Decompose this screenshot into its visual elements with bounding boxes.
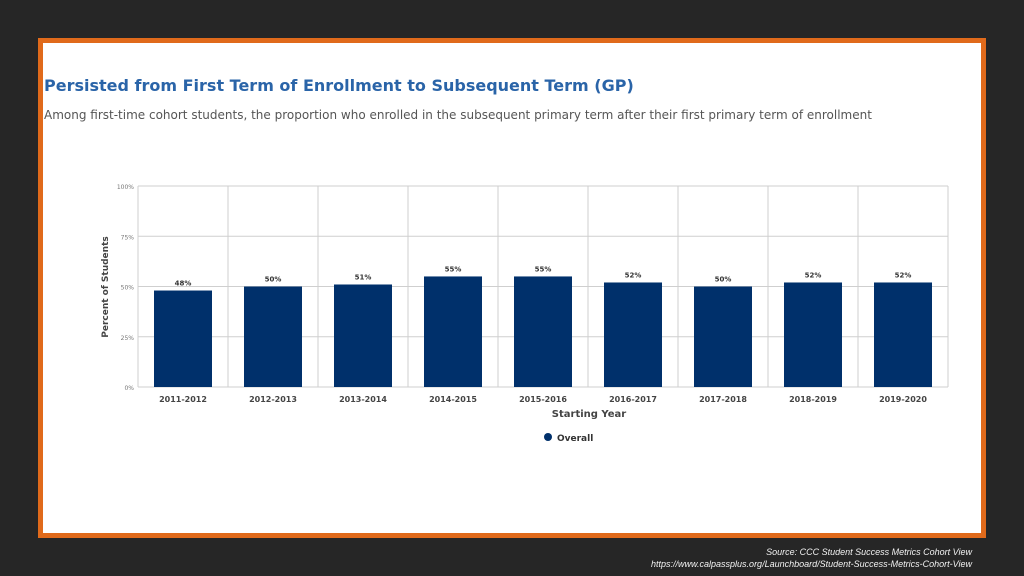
bar[interactable] bbox=[874, 282, 932, 387]
chart-subtitle: Among first-time cohort students, the pr… bbox=[44, 108, 872, 122]
data-label: 52% bbox=[625, 271, 642, 279]
data-label: 50% bbox=[715, 276, 732, 284]
bar[interactable] bbox=[514, 276, 572, 387]
x-tick-label: 2014-2015 bbox=[429, 395, 477, 404]
bar[interactable] bbox=[244, 286, 302, 388]
legend-label-overall: Overall bbox=[557, 434, 593, 444]
y-tick-label: 75% bbox=[121, 234, 135, 241]
data-label: 51% bbox=[355, 273, 372, 281]
legend-marker-overall bbox=[544, 433, 552, 441]
legend[interactable]: Overall bbox=[544, 433, 593, 444]
x-tick-label: 2015-2016 bbox=[519, 395, 567, 404]
source-line: Source: CCC Student Success Metrics Coho… bbox=[766, 547, 972, 557]
x-tick-label: 2011-2012 bbox=[159, 395, 207, 404]
chart-bars bbox=[154, 276, 932, 387]
y-tick-label: 50% bbox=[121, 285, 135, 292]
x-tick-label: 2019-2020 bbox=[879, 395, 927, 404]
bar[interactable] bbox=[154, 290, 212, 387]
bar[interactable] bbox=[604, 282, 662, 387]
bar[interactable] bbox=[694, 286, 752, 388]
x-tick-label: 2013-2014 bbox=[339, 395, 387, 404]
x-tick-label: 2016-2017 bbox=[609, 395, 657, 404]
y-tick-label: 0% bbox=[124, 385, 134, 392]
data-label: 55% bbox=[445, 265, 462, 273]
x-tick-label: 2017-2018 bbox=[699, 395, 747, 404]
source-note: Source: CCC Student Success Metrics Coho… bbox=[651, 546, 972, 570]
source-url[interactable]: https://www.calpassplus.org/Launchboard/… bbox=[651, 559, 972, 569]
y-axis-label: Percent of Students bbox=[101, 236, 111, 337]
data-label: 48% bbox=[175, 280, 192, 288]
y-tick-label: 100% bbox=[117, 184, 134, 191]
data-label: 55% bbox=[535, 265, 552, 273]
chart-title: Persisted from First Term of Enrollment … bbox=[44, 76, 634, 95]
bar[interactable] bbox=[334, 284, 392, 387]
bar[interactable] bbox=[424, 276, 482, 387]
x-tick-label: 2012-2013 bbox=[249, 395, 297, 404]
x-tick-label: 2018-2019 bbox=[789, 395, 837, 404]
data-label: 50% bbox=[265, 276, 282, 284]
x-axis-label: Starting Year bbox=[552, 409, 626, 420]
bar[interactable] bbox=[784, 282, 842, 387]
data-label: 52% bbox=[805, 271, 822, 279]
y-tick-label: 25% bbox=[121, 335, 135, 342]
data-label: 52% bbox=[895, 271, 912, 279]
chart-labels: 48% 2011-2012 50% 2012-2013 51% 2013-2014 55% 2… bbox=[159, 265, 927, 404]
